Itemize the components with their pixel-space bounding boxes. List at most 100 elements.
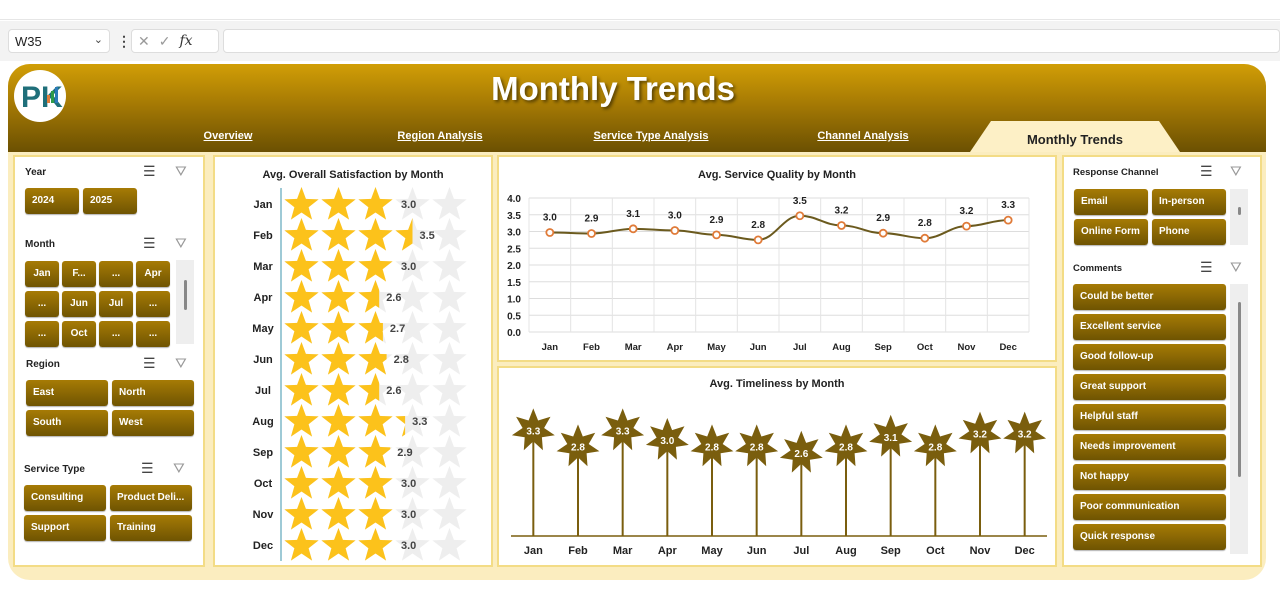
- star-marker: [645, 418, 689, 460]
- comment-item[interactable]: Helpful staff: [1073, 404, 1226, 430]
- background-star: [432, 404, 467, 437]
- tab-monthly-trends[interactable]: Monthly Trends: [970, 121, 1180, 152]
- channel-scrollbar[interactable]: [1230, 189, 1248, 245]
- category-label: Jan: [254, 199, 273, 211]
- month-item[interactable]: ...: [99, 321, 133, 347]
- month-item[interactable]: Apr: [136, 261, 170, 287]
- clear-filter-icon[interactable]: ⛛: [173, 460, 185, 476]
- insert-function-icon[interactable]: fx: [179, 33, 193, 49]
- clear-filter-icon[interactable]: ⛛: [1230, 259, 1242, 275]
- tab-service-type-analysis[interactable]: Service Type Analysis: [593, 130, 709, 142]
- month-item[interactable]: ...: [25, 321, 59, 347]
- multi-select-icon[interactable]: ☰: [143, 355, 156, 371]
- comment-item[interactable]: Good follow-up: [1073, 344, 1226, 370]
- year-2025[interactable]: 2025: [83, 188, 137, 214]
- month-item[interactable]: Oct: [62, 321, 96, 347]
- cancel-icon[interactable]: ✕: [138, 33, 150, 49]
- multi-select-icon[interactable]: ☰: [141, 460, 154, 476]
- formula-input[interactable]: [223, 29, 1280, 53]
- rating-star: [321, 249, 356, 282]
- comment-item[interactable]: Needs improvement: [1073, 434, 1226, 460]
- data-point: [753, 235, 763, 245]
- enter-icon[interactable]: ✓: [158, 33, 171, 49]
- month-item[interactable]: Jan: [25, 261, 59, 287]
- background-star: [395, 342, 430, 375]
- data-point: [962, 221, 971, 231]
- service-training[interactable]: Training: [110, 515, 192, 541]
- data-label: 3.3: [526, 426, 540, 437]
- star-bar: [284, 187, 393, 220]
- comment-item[interactable]: Great support: [1073, 374, 1226, 400]
- rating-star: [284, 280, 319, 313]
- data-point: [837, 221, 846, 230]
- cell-ref: W35: [15, 34, 42, 49]
- region-west[interactable]: West: [112, 410, 194, 436]
- y-tick-label: 1.0: [507, 295, 521, 306]
- x-tick-label: Sep: [874, 342, 892, 353]
- comment-item[interactable]: Could be better: [1073, 284, 1226, 310]
- rating-star: [358, 435, 391, 468]
- multi-select-icon[interactable]: ☰: [143, 235, 156, 251]
- rating-star: [284, 528, 319, 561]
- data-label: 3.2: [960, 206, 974, 217]
- clear-filter-icon[interactable]: ⛛: [175, 235, 187, 251]
- month-item[interactable]: ...: [99, 261, 133, 287]
- rating-star: [358, 404, 393, 437]
- data-point: [878, 228, 888, 238]
- comment-item[interactable]: Excellent service: [1073, 314, 1226, 340]
- month-item[interactable]: ...: [136, 291, 170, 317]
- category-label: Jul: [255, 385, 271, 397]
- star-bar: [284, 311, 383, 344]
- comment-item[interactable]: Not happy: [1073, 464, 1226, 490]
- star-bar: [284, 249, 393, 282]
- month-item[interactable]: Jul: [99, 291, 133, 317]
- star-bar: [284, 435, 391, 468]
- month-item[interactable]: ...: [25, 291, 59, 317]
- region-east[interactable]: East: [26, 380, 108, 406]
- tab-channel-analysis[interactable]: Channel Analysis: [817, 130, 909, 142]
- channel-online-form[interactable]: Online Form: [1074, 219, 1148, 245]
- response-channel-slicer-title: Response Channel: [1073, 167, 1159, 178]
- more-icon[interactable]: ⋮: [117, 33, 131, 49]
- comments-scrollbar[interactable]: [1230, 284, 1248, 554]
- rating-star: [358, 373, 380, 406]
- region-south[interactable]: South: [26, 410, 108, 436]
- chart-title: Avg. Timeliness by Month: [709, 378, 845, 390]
- name-box[interactable]: W35 ⌄: [8, 29, 110, 53]
- clear-filter-icon[interactable]: ⛛: [1230, 163, 1242, 179]
- data-label: 2.8: [751, 220, 765, 231]
- year-2024[interactable]: 2024: [25, 188, 79, 214]
- service-consulting[interactable]: Consulting: [24, 485, 106, 511]
- channel-email[interactable]: Email: [1074, 189, 1148, 215]
- multi-select-icon[interactable]: ☰: [1200, 163, 1213, 179]
- rating-star: [358, 218, 393, 251]
- multi-select-icon[interactable]: ☰: [1200, 259, 1213, 275]
- rating-star: [358, 528, 393, 561]
- service-support[interactable]: Support: [24, 515, 106, 541]
- multi-select-icon[interactable]: ☰: [143, 163, 156, 179]
- clear-filter-icon[interactable]: ⛛: [175, 163, 187, 179]
- satisfaction-chart-panel: Avg. Overall Satisfaction by Month Jan 3.…: [213, 155, 493, 567]
- background-star: [395, 373, 430, 406]
- clear-filter-icon[interactable]: ⛛: [175, 355, 187, 371]
- category-label: Aug: [252, 416, 273, 428]
- month-scrollbar[interactable]: [176, 260, 194, 344]
- chevron-down-icon[interactable]: ⌄: [93, 34, 103, 46]
- logo-icon: PK: [21, 81, 63, 114]
- x-tick-label: Jun: [747, 545, 767, 557]
- tab-region-analysis[interactable]: Region Analysis: [397, 130, 483, 142]
- tab-overview[interactable]: Overview: [203, 130, 253, 142]
- region-north[interactable]: North: [112, 380, 194, 406]
- month-item[interactable]: F...: [62, 261, 96, 287]
- x-tick-label: Sep: [881, 545, 901, 557]
- month-item[interactable]: ...: [136, 321, 170, 347]
- service-product-delivery[interactable]: Product Deli...: [110, 485, 192, 511]
- channel-in-person[interactable]: In-person: [1152, 189, 1226, 215]
- month-item[interactable]: Jun: [62, 291, 96, 317]
- comment-item[interactable]: Quick response: [1073, 524, 1226, 550]
- x-tick-label: Jul: [793, 342, 807, 353]
- channel-phone[interactable]: Phone: [1152, 219, 1226, 245]
- data-label: 3.0: [668, 210, 682, 221]
- category-label: May: [252, 323, 274, 335]
- comment-item[interactable]: Poor communication: [1073, 494, 1226, 520]
